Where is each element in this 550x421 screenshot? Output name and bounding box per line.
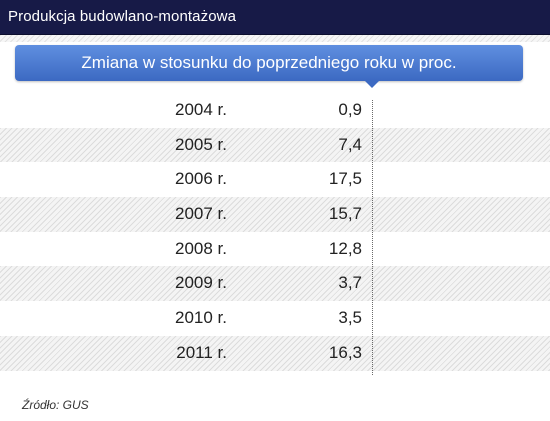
data-table: 2004 r. 0,9 2005 r. 7,4 2006 r. 17,5 2007 r. 15… [0, 93, 550, 371]
row-value-label: 0,9 [338, 100, 362, 119]
table-row: 2006 r. 17,5 [0, 162, 550, 197]
row-value-label: 17,5 [328, 169, 362, 189]
header-separator [0, 35, 550, 42]
row-year-label: 2006 r. [175, 169, 227, 189]
row-year-label: 2005 r. [175, 134, 227, 154]
row-year-label: 2011 r. [176, 342, 227, 362]
row-value-label: 12,8 [328, 238, 362, 258]
table-row: 2010 r. 3,5 [0, 301, 550, 336]
row-year-label: 2009 r. [175, 273, 227, 293]
row-value-label: 3,5 [338, 308, 362, 328]
table-row: 2004 r. 0,9 [0, 93, 550, 128]
row-value-label: 7,4 [338, 134, 362, 154]
row-value-label: 16,3 [328, 342, 362, 362]
row-value-label: 15,7 [328, 204, 362, 224]
row-year-label: 2008 r. [175, 238, 227, 258]
row-year-label: 2007 r. [175, 204, 227, 224]
row-year-label: 2004 r. [175, 100, 227, 119]
page-title: Produkcja budowlano-montażowa [8, 8, 237, 25]
subtitle-pointer [365, 81, 379, 88]
table-row: 2008 r. 12,8 [0, 232, 550, 267]
table-row: 2011 r. 16,3 [0, 335, 550, 371]
reference-line [372, 100, 373, 375]
chart-subtitle: Zmiana w stosunku do poprzedniego roku w… [15, 45, 523, 81]
table-row: 2007 r. 15,7 [0, 197, 550, 232]
header-bar: Produkcja budowlano-montażowa [0, 0, 550, 35]
row-value-label: 3,7 [338, 273, 362, 293]
source-note: Źródło: GUS [22, 398, 89, 412]
row-year-label: 2010 r. [175, 308, 227, 328]
table-row: 2009 r. 3,7 [0, 266, 550, 302]
table-row: 2005 r. 7,4 [0, 127, 550, 163]
